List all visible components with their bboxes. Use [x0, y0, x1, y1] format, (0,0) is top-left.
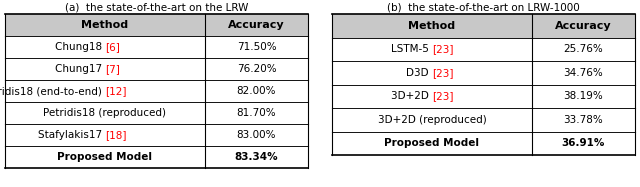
Text: Petridis18 (end-to-end): Petridis18 (end-to-end) [0, 86, 105, 96]
Text: D3D: D3D [406, 68, 432, 78]
Text: [6]: [6] [105, 42, 120, 52]
Bar [332, 38, 635, 61]
Bar [332, 14, 635, 38]
Text: 83.34%: 83.34% [235, 152, 278, 162]
Text: 34.76%: 34.76% [564, 68, 604, 78]
Text: [7]: [7] [105, 64, 120, 74]
Bar [332, 108, 635, 131]
Text: (a)  the state-of-the-art on the LRW: (a) the state-of-the-art on the LRW [65, 2, 248, 12]
Text: [23]: [23] [432, 91, 454, 101]
Text: 81.70%: 81.70% [237, 108, 276, 118]
Text: 3D+2D (reproduced): 3D+2D (reproduced) [378, 115, 486, 125]
Text: Method: Method [408, 21, 456, 31]
Text: 3D+2D: 3D+2D [391, 91, 432, 101]
Text: Method: Method [81, 20, 129, 30]
Text: Proposed Model: Proposed Model [385, 138, 479, 148]
Text: 36.91%: 36.91% [562, 138, 605, 148]
Text: Stafylakis17: Stafylakis17 [38, 130, 105, 140]
Bar [5, 80, 308, 102]
Text: Proposed Model: Proposed Model [58, 152, 152, 162]
Text: (b)  the state-of-the-art on LRW-1000: (b) the state-of-the-art on LRW-1000 [387, 2, 580, 12]
Bar [5, 14, 308, 36]
Bar [332, 85, 635, 108]
Bar [5, 124, 308, 146]
Bar [5, 58, 308, 80]
Text: Chung18: Chung18 [54, 42, 105, 52]
Text: [18]: [18] [105, 130, 127, 140]
Text: 83.00%: 83.00% [237, 130, 276, 140]
Text: Accuracy: Accuracy [228, 20, 285, 30]
Text: 71.50%: 71.50% [237, 42, 276, 52]
Text: [12]: [12] [105, 86, 127, 96]
Text: [23]: [23] [432, 44, 454, 54]
Bar [5, 36, 308, 58]
Text: Accuracy: Accuracy [555, 21, 612, 31]
Text: 25.76%: 25.76% [564, 44, 604, 54]
Text: 82.00%: 82.00% [237, 86, 276, 96]
Text: 33.78%: 33.78% [564, 115, 604, 125]
Text: LSTM-5: LSTM-5 [391, 44, 432, 54]
Text: [23]: [23] [432, 68, 454, 78]
Text: 38.19%: 38.19% [564, 91, 604, 101]
Text: 76.20%: 76.20% [237, 64, 276, 74]
Text: Chung17: Chung17 [54, 64, 105, 74]
Bar [5, 146, 308, 168]
Bar [5, 102, 308, 124]
Text: Petridis18 (reproduced): Petridis18 (reproduced) [44, 108, 166, 118]
Bar [332, 131, 635, 155]
Bar [332, 61, 635, 85]
